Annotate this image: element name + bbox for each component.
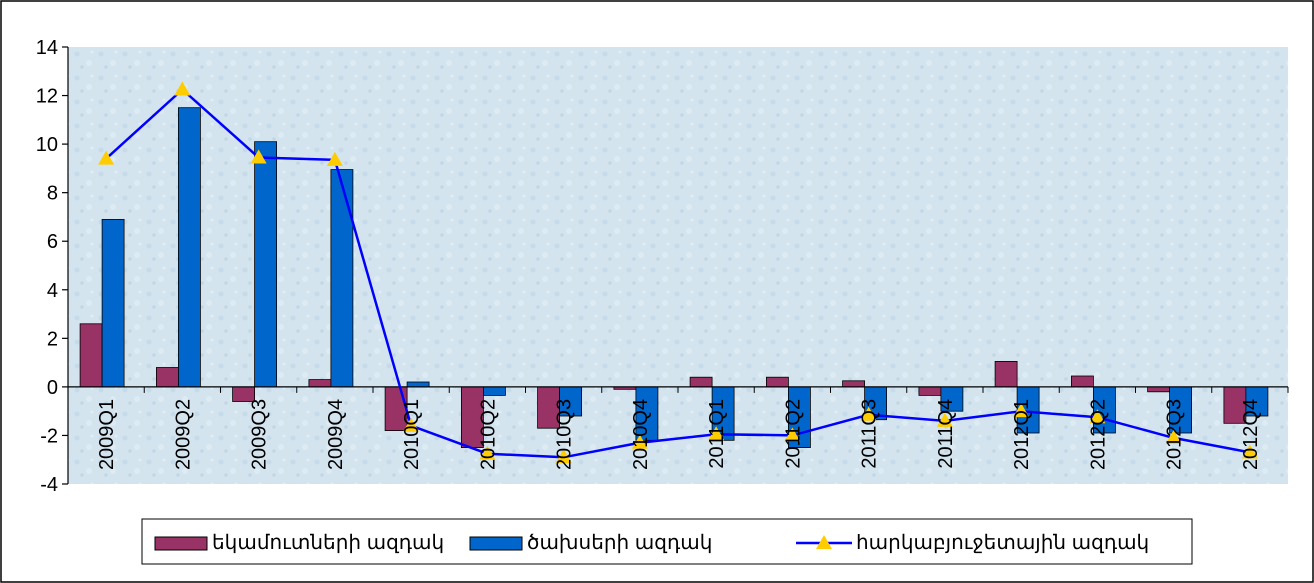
marker-fiscal-2009Q2 (174, 81, 191, 96)
x-tick-label-2009Q4: 2009Q4 (325, 399, 347, 470)
marker-fiscal-2010Q4 (631, 434, 648, 449)
legend-marker-fiscal (816, 535, 832, 549)
x-tick-label-2012Q2: 2012Q2 (1087, 399, 1109, 470)
x-tick-label-2010Q4: 2010Q4 (630, 399, 652, 470)
y-tick-label: 10 (36, 134, 58, 156)
x-tick-label-2009Q2: 2009Q2 (172, 399, 194, 470)
bar-revenue-2009Q1 (79, 323, 103, 388)
bar-expenditure-2009Q2 (177, 107, 201, 388)
legend-swatch-expenditure (469, 536, 523, 551)
marker-fiscal-2012Q3 (1165, 429, 1182, 444)
marker-fiscal-2012Q2 (1089, 409, 1106, 424)
x-tick-label-2011Q3: 2011Q3 (859, 399, 881, 469)
bar-revenue-2009Q4 (308, 379, 332, 388)
x-tick-label-2010Q2: 2010Q2 (477, 399, 499, 470)
x-tick-label-2012Q4: 2012Q4 (1240, 399, 1262, 470)
x-tick-label-2011Q4: 2011Q4 (935, 399, 957, 469)
bar-expenditure-2010Q1 (406, 381, 430, 388)
legend-label-revenue: եկամուտների ազդակ (212, 532, 444, 554)
bar-revenue-2011Q4 (918, 386, 942, 396)
marker-fiscal-2010Q2 (479, 445, 496, 460)
bar-revenue-2011Q2 (766, 376, 789, 388)
marker-fiscal-2009Q4 (326, 151, 343, 166)
x-tick-label-2011Q1: 2011Q1 (706, 399, 728, 469)
marker-fiscal-2011Q2 (784, 427, 801, 442)
x-tick-label-2010Q3: 2010Q3 (554, 399, 576, 470)
bar-revenue-2012Q3 (1147, 386, 1170, 393)
x-tick-label-2010Q1: 2010Q1 (401, 399, 423, 470)
bar-revenue-2011Q1 (689, 376, 713, 388)
x-tick-label-2009Q3: 2009Q3 (249, 399, 271, 470)
legend: եկամուտների ազդակ ծախսերի ազդակ հարկաբյո… (141, 518, 1193, 565)
bar-expenditure-2009Q4 (330, 169, 354, 388)
x-tick-labels: 2009Q1 2009Q2 2009Q3 2009Q4 2010Q1 2010Q2 2010… (96, 399, 1262, 470)
legend-swatch-revenue (154, 536, 208, 551)
bar-expenditure-2010Q2 (482, 386, 506, 396)
y-tick-label: 2 (47, 328, 58, 350)
marker-fiscal-2009Q3 (250, 149, 267, 164)
marker-fiscal-2011Q4 (936, 412, 953, 427)
legend-box (141, 518, 1193, 565)
marker-fiscal-2011Q1 (708, 426, 725, 441)
legend-label-expenditure: ծախսերի ազդակ (527, 532, 712, 554)
legend-label-fiscal: հարկաբյուջետային ազդակ (856, 532, 1149, 554)
marker-fiscal-2009Q1 (98, 150, 115, 165)
y-tick-label: -4 (40, 474, 58, 496)
y-tick-label: 4 (47, 280, 58, 302)
line-layer (98, 81, 1258, 464)
y-tick-label: 8 (47, 183, 58, 205)
bar-revenue-2012Q2 (1071, 375, 1094, 388)
bar-revenue-2009Q2 (155, 367, 179, 388)
bar-expenditure-2009Q1 (101, 218, 125, 388)
marker-fiscal-2012Q4 (1241, 444, 1258, 459)
y-tick-label: 12 (36, 86, 58, 108)
y-tick-label: 0 (47, 377, 58, 399)
axes-layer: -4 -2 0 2 4 6 8 10 12 14 (36, 37, 1289, 496)
bar-expenditure-2009Q3 (254, 141, 278, 388)
x-tick-label-2012Q1: 2012Q1 (1011, 399, 1033, 470)
x-tick-label-2009Q1: 2009Q1 (96, 399, 118, 470)
y-tick-label: 6 (47, 231, 58, 253)
marker-fiscal-2011Q3 (860, 406, 877, 421)
y-tick-label: 14 (36, 37, 58, 59)
bar-revenue-2012Q1 (994, 360, 1018, 388)
bar-revenue-2011Q3 (842, 380, 865, 388)
marker-fiscal-2010Q3 (555, 449, 572, 464)
x-tick-label-2011Q2: 2011Q2 (782, 399, 804, 469)
marker-fiscal-2010Q1 (403, 417, 420, 432)
marker-fiscal-2012Q1 (1013, 403, 1030, 418)
x-tick-label-2012Q3: 2012Q3 (1164, 399, 1186, 470)
y-tick-label: -2 (40, 425, 58, 447)
line-fiscal-impulse (105, 87, 1251, 459)
